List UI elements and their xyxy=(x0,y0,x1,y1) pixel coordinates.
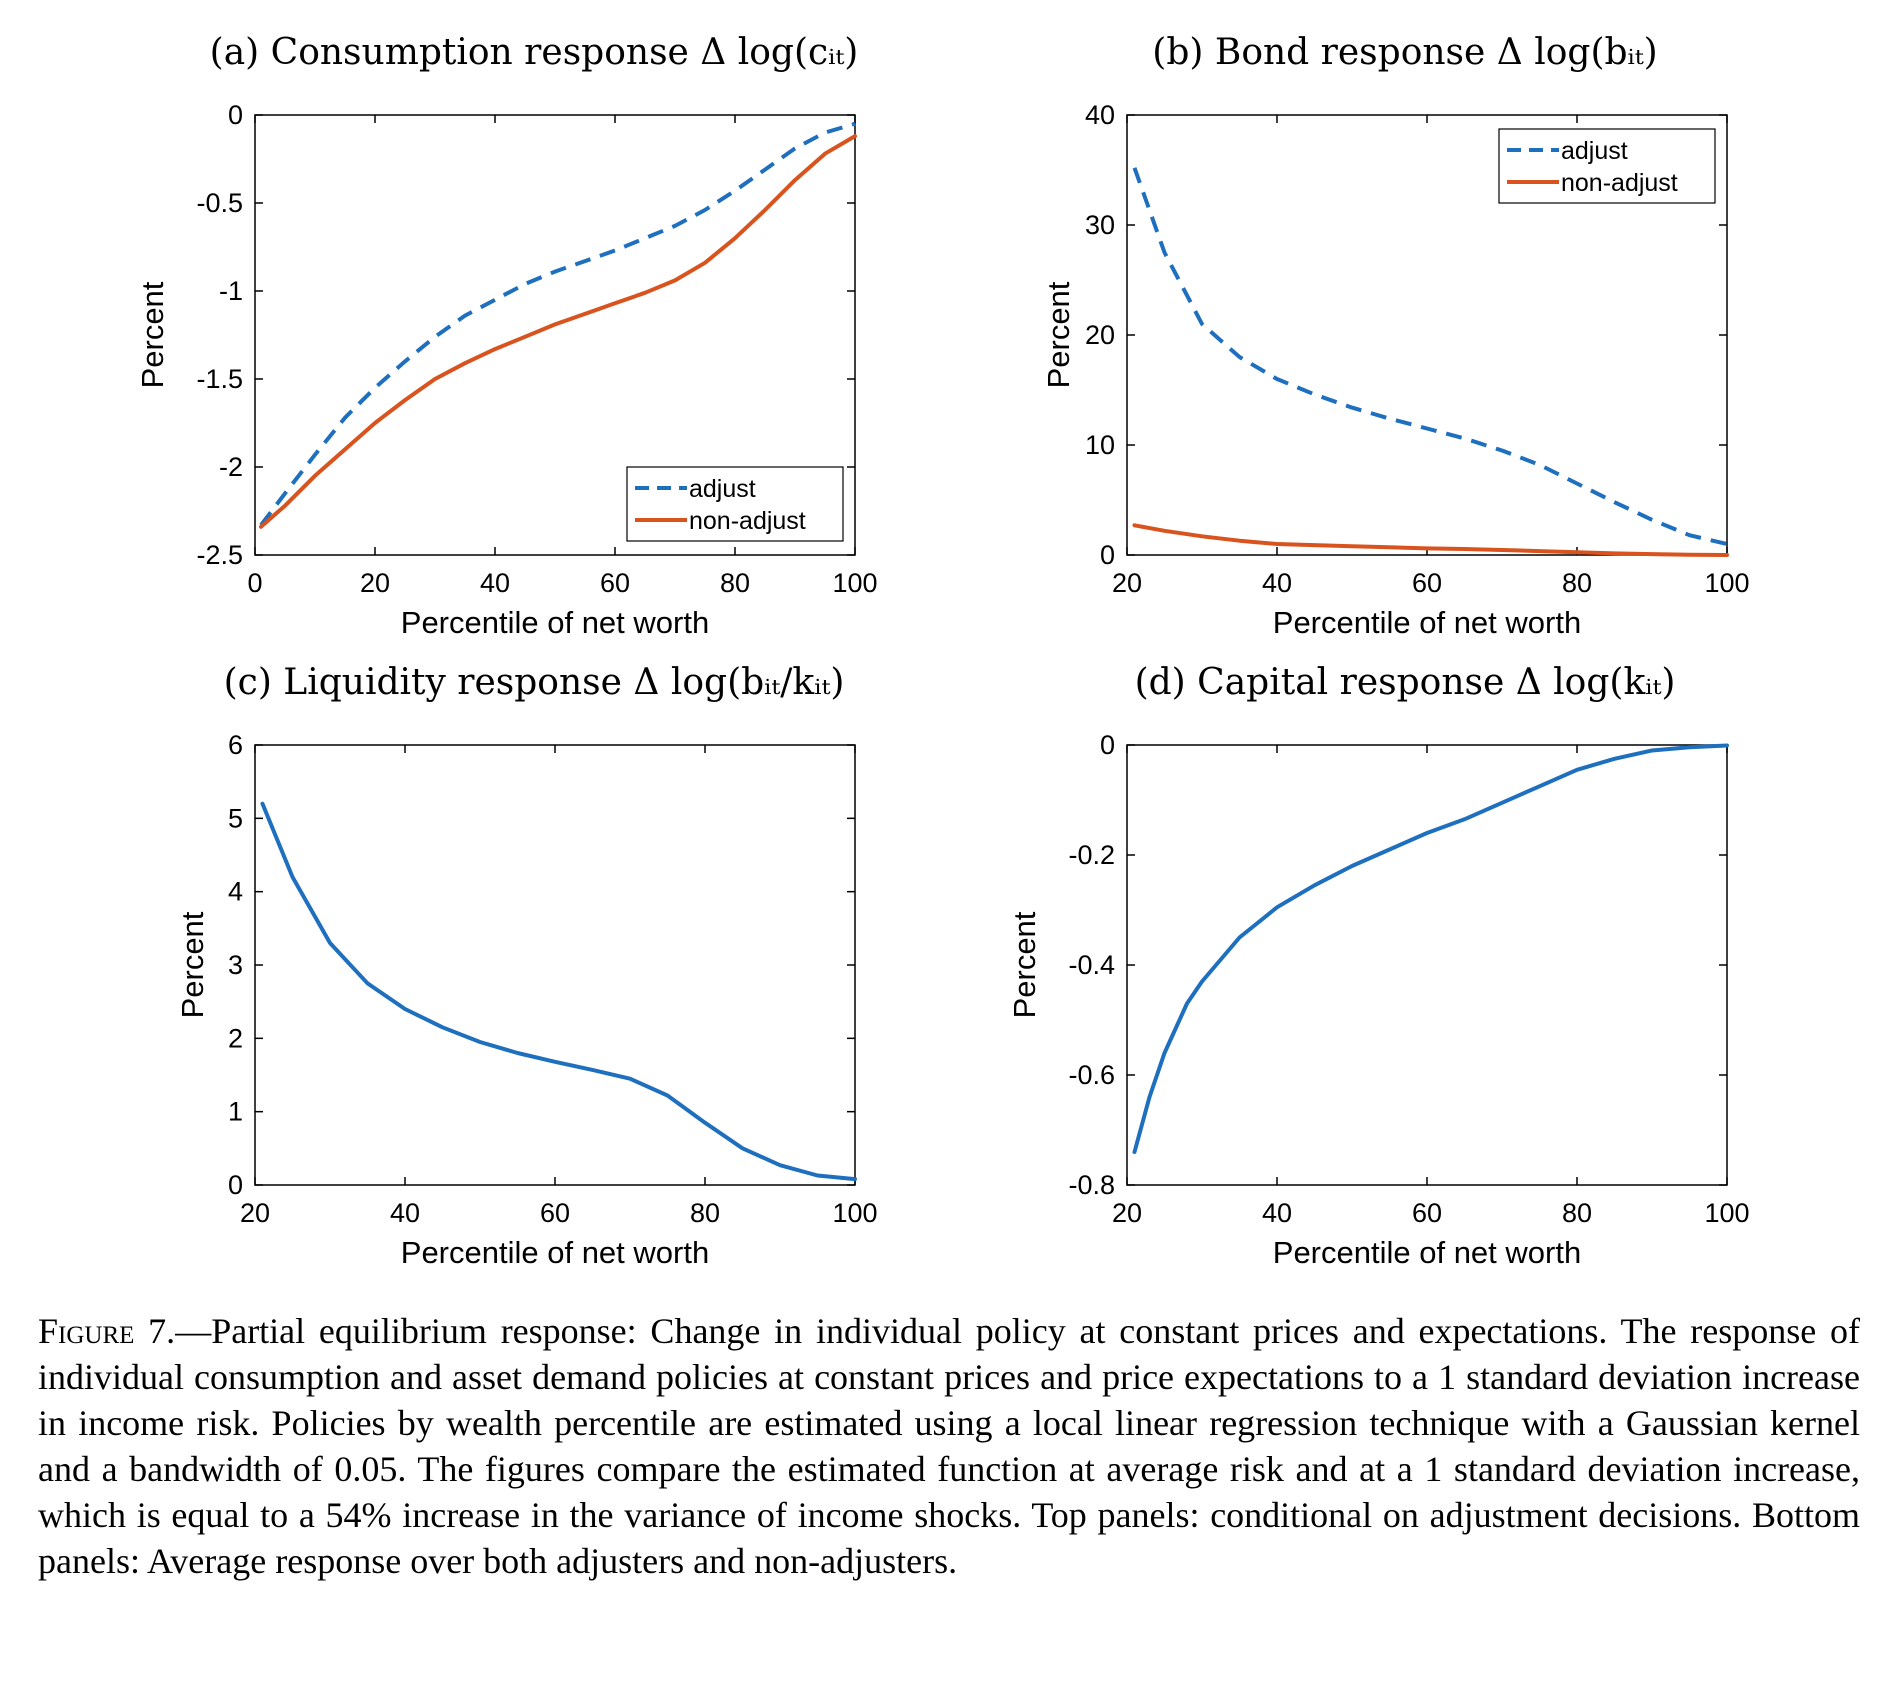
y-tick-label: 1 xyxy=(228,1097,243,1127)
y-tick-label: 0 xyxy=(228,100,243,130)
x-tick-label: 80 xyxy=(1562,568,1592,598)
x-tick-label: 20 xyxy=(1112,1198,1142,1228)
legend-box xyxy=(626,466,844,542)
caption-lead: Figure 7. xyxy=(38,1311,176,1351)
y-tick-label: 5 xyxy=(228,803,243,833)
legend-label-non-adjust: non-adjust xyxy=(1561,169,1678,197)
x-tick-label: 20 xyxy=(360,568,390,598)
x-tick-label: 60 xyxy=(1412,568,1442,598)
figure-caption: Figure 7.—Partial equilibrium response: … xyxy=(38,1308,1860,1584)
y-tick-label: -1.5 xyxy=(196,364,243,394)
series-line-response xyxy=(1132,743,1729,1154)
panel-b-title: (b) Bond response Δ log(bᵢₜ) xyxy=(1152,32,1657,73)
legend: adjust non-adjust xyxy=(626,466,844,542)
y-tick-label: 30 xyxy=(1085,210,1115,240)
figure: (a) Consumption response Δ log(cᵢₜ) 0 20 4… xyxy=(135,32,1750,1270)
x-axis-label: Percentile of net worth xyxy=(1273,605,1581,640)
y-tick-label: 20 xyxy=(1085,320,1115,350)
series-line-non-adjust xyxy=(259,134,857,529)
y-tick-label: -1 xyxy=(219,276,243,306)
y-axis-label: Percent xyxy=(1007,911,1042,1018)
y-tick-label: -0.8 xyxy=(1068,1170,1115,1200)
x-tick-label: 60 xyxy=(600,568,630,598)
x-tick-label: 40 xyxy=(390,1198,420,1228)
y-tick-label: 3 xyxy=(228,950,243,980)
y-tick-label: -0.4 xyxy=(1068,950,1115,980)
x-tick-label: 100 xyxy=(832,568,877,598)
y-tick-label: 40 xyxy=(1085,100,1115,130)
y-tick-label: 10 xyxy=(1085,430,1115,460)
x-axis-label: Percentile of net worth xyxy=(401,605,709,640)
x-tick-label: 80 xyxy=(720,568,750,598)
series-line-non-adjust xyxy=(1132,523,1729,557)
y-tick-label: 6 xyxy=(228,730,243,760)
y-tick-label: 0 xyxy=(1100,540,1115,570)
panel-d-title: (d) Capital response Δ log(kᵢₜ) xyxy=(1135,662,1676,703)
x-tick-label: 0 xyxy=(247,568,262,598)
legend-label-adjust: adjust xyxy=(689,475,756,503)
panel-d: (d) Capital response Δ log(kᵢₜ) 20 40 60 80… xyxy=(1007,662,1750,1270)
y-tick-label: 2 xyxy=(228,1023,243,1053)
plot-frame xyxy=(254,744,856,1186)
legend-label-adjust: adjust xyxy=(1561,137,1628,165)
legend-label-non-adjust: non-adjust xyxy=(689,507,806,535)
x-tick-label: 80 xyxy=(1562,1198,1592,1228)
legend: adjust non-adjust xyxy=(1498,128,1716,204)
plot-frame xyxy=(254,114,856,556)
y-tick-label: -0.2 xyxy=(1068,840,1115,870)
x-tick-label: 20 xyxy=(1112,568,1142,598)
y-tick-label: -2.5 xyxy=(196,540,243,570)
x-tick-label: 100 xyxy=(1704,568,1749,598)
caption-text: —Partial equilibrium response: Change in… xyxy=(38,1311,1860,1581)
x-axis-label: Percentile of net worth xyxy=(401,1235,709,1270)
y-tick-label: 0 xyxy=(228,1170,243,1200)
panel-c: (c) Liquidity response Δ log(bᵢₜ/kᵢₜ) 20… xyxy=(175,662,878,1270)
x-tick-label: 40 xyxy=(480,568,510,598)
panel-a: (a) Consumption response Δ log(cᵢₜ) 0 20 4… xyxy=(135,32,878,640)
x-tick-label: 60 xyxy=(1412,1198,1442,1228)
series-line-adjust xyxy=(259,121,856,527)
series-line-adjust xyxy=(1132,167,1728,546)
panel-c-title: (c) Liquidity response Δ log(bᵢₜ/kᵢₜ) xyxy=(224,662,845,703)
y-axis-label: Percent xyxy=(135,281,170,388)
x-tick-label: 20 xyxy=(240,1198,270,1228)
panel-b: (b) Bond response Δ log(bᵢₜ) 20 40 60 80 100… xyxy=(1041,32,1750,640)
y-axis-label: Percent xyxy=(175,911,210,1018)
x-tick-label: 80 xyxy=(690,1198,720,1228)
y-tick-label: -0.6 xyxy=(1068,1060,1115,1090)
x-tick-label: 40 xyxy=(1262,568,1292,598)
y-axis-label: Percent xyxy=(1041,281,1076,388)
x-axis-label: Percentile of net worth xyxy=(1273,1235,1581,1270)
y-tick-label: -2 xyxy=(219,452,243,482)
y-tick-label: 4 xyxy=(228,877,243,907)
y-tick-label: -0.5 xyxy=(196,188,243,218)
y-tick-label: 0 xyxy=(1100,730,1115,760)
legend-box xyxy=(1498,128,1716,204)
panel-a-title: (a) Consumption response Δ log(cᵢₜ) xyxy=(210,32,859,73)
series-line-response xyxy=(260,801,857,1182)
x-tick-label: 100 xyxy=(1704,1198,1749,1228)
x-tick-label: 100 xyxy=(832,1198,877,1228)
x-tick-label: 40 xyxy=(1262,1198,1292,1228)
x-tick-label: 60 xyxy=(540,1198,570,1228)
